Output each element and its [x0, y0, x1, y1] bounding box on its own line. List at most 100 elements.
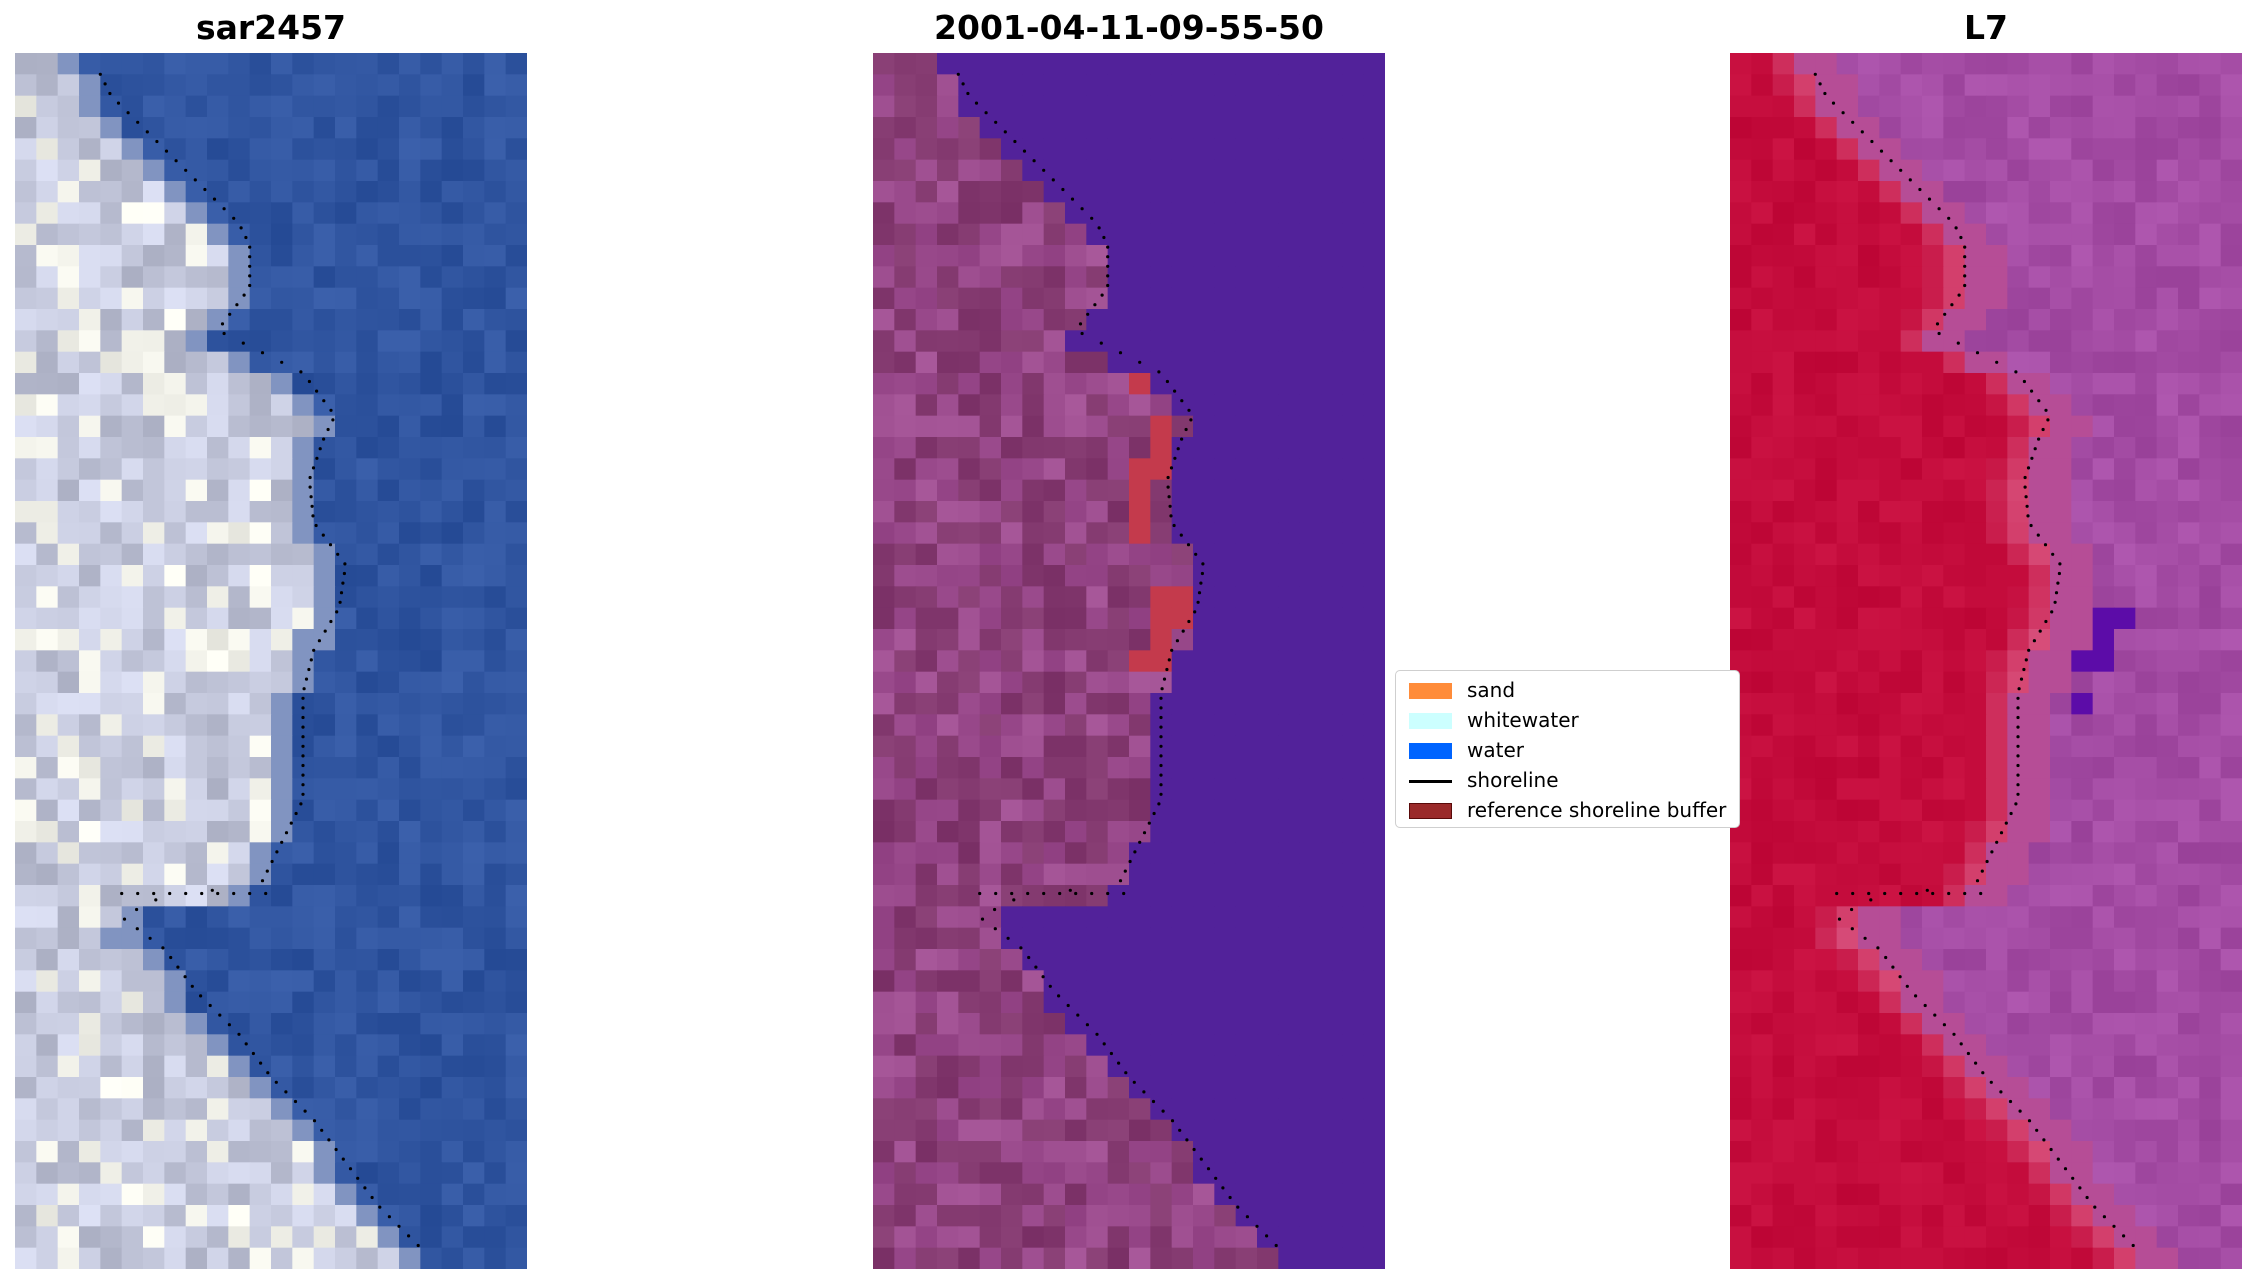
image-pixel: [185, 1055, 208, 1078]
image-pixel: [1193, 863, 1215, 886]
image-pixel: [185, 757, 208, 779]
image-pixel: [915, 1034, 938, 1057]
image-pixel: [2220, 970, 2242, 993]
image-pixel: [185, 629, 208, 651]
image-pixel: [1065, 1141, 1087, 1163]
image-pixel: [1363, 287, 1385, 310]
image-pixel: [15, 1013, 37, 1035]
image-pixel: [207, 991, 229, 1014]
image-pixel: [441, 1226, 464, 1249]
image-pixel: [100, 437, 123, 459]
image-pixel: [2028, 95, 2051, 118]
image-pixel: [1922, 1205, 1944, 1227]
shoreline-point: [103, 82, 107, 86]
image-pixel: [1879, 586, 1902, 609]
image-pixel: [1751, 863, 1774, 886]
image-pixel: [1986, 501, 2008, 523]
image-pixel: [2199, 735, 2222, 758]
image-pixel: [1321, 1034, 1343, 1057]
image-pixel: [335, 586, 357, 609]
image-pixel: [1730, 1162, 1752, 1185]
image-pixel: [2156, 522, 2179, 545]
image-pixel: [420, 74, 443, 97]
shoreline-point: [145, 130, 149, 134]
image-pixel: [1943, 863, 1966, 886]
image-pixel: [958, 1141, 981, 1163]
image-pixel: [1879, 245, 1902, 267]
image-pixel: [1235, 671, 1258, 694]
image-pixel: [377, 1141, 400, 1163]
image-pixel: [420, 821, 443, 843]
image-pixel: [1363, 778, 1385, 801]
image-pixel: [463, 138, 485, 161]
image-pixel: [2156, 266, 2179, 289]
image-pixel: [121, 565, 144, 587]
image-pixel: [313, 1226, 336, 1249]
image-pixel: [1879, 693, 1902, 715]
shoreline-point: [1019, 946, 1023, 950]
image-pixel: [2199, 863, 2222, 886]
image-pixel: [1321, 95, 1343, 118]
image-pixel: [121, 629, 144, 651]
image-pixel: [1257, 842, 1279, 865]
image-pixel: [2178, 522, 2200, 545]
image-pixel: [1214, 1034, 1237, 1057]
image-pixel: [1001, 650, 1023, 673]
image-pixel: [1171, 607, 1194, 630]
image-pixel: [1065, 1226, 1087, 1249]
image-pixel: [2156, 95, 2179, 118]
image-pixel: [2092, 266, 2115, 289]
image-pixel: [1321, 1077, 1343, 1099]
image-pixel: [185, 693, 208, 715]
image-pixel: [505, 117, 527, 139]
image-pixel: [1001, 74, 1023, 97]
image-pixel: [2220, 735, 2242, 758]
image-pixel: [420, 394, 443, 417]
image-pixel: [2071, 159, 2094, 182]
image-pixel: [185, 927, 208, 950]
image-pixel: [937, 1141, 959, 1163]
image-pixel: [1922, 373, 1944, 395]
image-pixel: [1086, 735, 1109, 758]
image-pixel: [979, 1055, 1002, 1078]
image-pixel: [2135, 970, 2158, 993]
image-pixel: [100, 821, 123, 843]
shoreline-point: [2022, 667, 2026, 672]
image-pixel: [1964, 53, 1987, 75]
image-pixel: [1278, 778, 1301, 801]
image-pixel: [1794, 266, 1816, 289]
image-pixel: [1342, 970, 1365, 993]
image-pixel: [228, 543, 251, 566]
image-pixel: [915, 458, 938, 481]
image-pixel: [1943, 949, 1966, 971]
image-pixel: [894, 1205, 917, 1227]
image-pixel: [1943, 650, 1966, 673]
image-pixel: [1858, 159, 1880, 182]
image-pixel: [979, 991, 1002, 1014]
image-pixel: [185, 1226, 208, 1249]
image-pixel: [1751, 117, 1774, 139]
image-pixel: [463, 842, 485, 865]
image-pixel: [2050, 842, 2072, 865]
image-pixel: [2007, 501, 2030, 523]
shoreline-point: [301, 725, 305, 729]
image-pixel: [420, 415, 443, 438]
image-pixel: [1086, 757, 1109, 779]
image-pixel: [377, 543, 400, 566]
image-pixel: [1794, 1162, 1816, 1185]
image-pixel: [143, 330, 165, 353]
image-pixel: [2007, 799, 2030, 822]
image-pixel: [873, 394, 895, 417]
image-pixel: [1001, 1098, 1023, 1121]
image-pixel: [441, 565, 464, 587]
image-pixel: [377, 970, 400, 993]
image-pixel: [2050, 415, 2072, 438]
shoreline-point: [2038, 629, 2042, 633]
image-pixel: [36, 714, 59, 737]
image-pixel: [1086, 95, 1109, 118]
image-pixel: [1858, 415, 1880, 438]
image-pixel: [1150, 757, 1173, 779]
image-pixel: [1278, 949, 1301, 971]
image-pixel: [1879, 1098, 1902, 1121]
image-pixel: [894, 202, 917, 225]
